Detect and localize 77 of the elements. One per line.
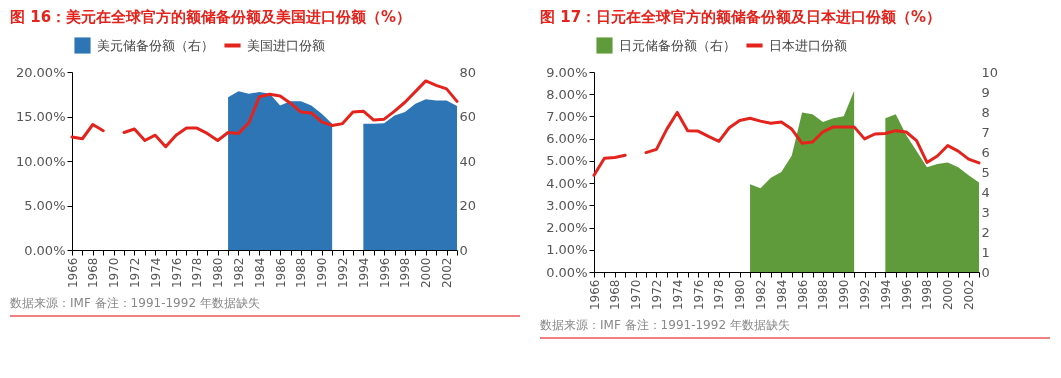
y-tick-label: 9.00%: [546, 64, 588, 80]
y-tick-label: 4.00%: [546, 175, 588, 191]
x-tick-label: 1988: [816, 279, 831, 311]
legend-label: 日元储备份额（右）: [619, 37, 736, 53]
x-tick-label: 1998: [398, 257, 413, 289]
x-tick-label: 1994: [356, 257, 371, 289]
x-tick-label: 1968: [608, 279, 623, 311]
x-tick-label: 1974: [670, 279, 685, 311]
x-tick-label: 1992: [858, 279, 873, 311]
y2-tick-label: 20: [459, 198, 477, 213]
y-tick-label: 1.00%: [546, 242, 588, 258]
y2-tick-label: 60: [459, 109, 477, 124]
legend-label: 美国进口份额: [247, 37, 325, 53]
x-tick-label: 1980: [733, 279, 748, 311]
x-tick-label: 1972: [127, 257, 142, 289]
x-tick-label: 1982: [753, 279, 768, 311]
legend-label: 美元储备份额（右）: [97, 37, 214, 53]
y-tick-label: 8.00%: [546, 86, 588, 102]
x-tick-label: 1974: [148, 257, 163, 289]
x-tick-label: 1976: [691, 279, 706, 311]
x-tick-label: 1984: [252, 257, 267, 289]
y-tick-label: 2.00%: [546, 220, 588, 236]
y-tick-label: 15.00%: [15, 109, 66, 124]
y2-tick-label: 2: [981, 224, 990, 240]
x-tick-label: 2000: [419, 257, 434, 289]
x-tick-label: 1990: [315, 257, 330, 289]
source-note: 数据来源：IMF 备注：1991-1992 年数据缺失: [10, 295, 520, 317]
y-tick-label: 0.00%: [24, 242, 66, 258]
y-tick-label: 5.00%: [546, 153, 588, 169]
y2-tick-label: 80: [459, 64, 477, 80]
x-tick-label: 1990: [837, 279, 852, 311]
source-note: 数据来源：IMF 备注：1991-1992 年数据缺失: [540, 317, 1050, 339]
chart-title: 图 16：美元在全球官方的额储备份额及美国进口份额（%）: [10, 7, 413, 28]
x-tick-label: 2002: [440, 257, 455, 289]
x-tick-label: 2000: [941, 279, 956, 311]
x-tick-label: 1978: [712, 279, 727, 311]
x-tick-label: 1988: [294, 257, 309, 289]
y2-tick-label: 4: [981, 184, 990, 200]
x-tick-label: 1980: [211, 257, 226, 289]
legend-label: 日本进口份额: [769, 37, 847, 53]
x-tick-label: 1970: [107, 257, 122, 289]
y2-tick-label: 0: [459, 242, 468, 258]
y2-tick-label: 5: [981, 164, 990, 180]
x-tick-label: 1996: [899, 279, 914, 311]
y2-tick-label: 40: [459, 153, 477, 169]
y-tick-label: 20.00%: [15, 64, 66, 80]
y2-tick-label: 10: [981, 64, 999, 80]
x-tick-label: 1978: [190, 257, 205, 289]
y-tick-label: 0.00%: [546, 264, 588, 280]
chart-title: 图 17：日元在全球官方的额储备份额及日本进口份额（%）: [540, 7, 943, 28]
x-tick-label: 1986: [795, 279, 810, 311]
x-tick-label: 1994: [878, 279, 893, 311]
x-tick-label: 1972: [649, 279, 664, 311]
x-tick-label: 1984: [774, 279, 789, 311]
x-tick-label: 1998: [920, 279, 935, 311]
x-tick-label: 1970: [629, 279, 644, 311]
y2-tick-label: 1: [981, 244, 990, 260]
y-tick-label: 10.00%: [15, 153, 66, 169]
x-tick-label: 1976: [169, 257, 184, 289]
x-tick-label: 1992: [336, 257, 351, 289]
x-tick-label: 1996: [377, 257, 392, 289]
x-tick-label: 1982: [231, 257, 246, 289]
y-tick-label: 7.00%: [546, 108, 588, 124]
x-tick-label: 1968: [86, 257, 101, 289]
y2-tick-label: 0: [981, 264, 990, 280]
y2-tick-label: 7: [981, 124, 990, 140]
x-tick-label: 1986: [273, 257, 288, 289]
y2-tick-label: 8: [981, 104, 990, 120]
y2-tick-label: 3: [981, 204, 990, 220]
y2-tick-label: 9: [981, 84, 990, 100]
y2-tick-label: 6: [981, 144, 990, 160]
x-tick-label: 1966: [65, 257, 80, 289]
x-tick-label: 1966: [587, 279, 602, 311]
y-tick-label: 6.00%: [546, 131, 588, 147]
y-tick-label: 5.00%: [24, 198, 66, 213]
y-tick-label: 3.00%: [546, 197, 588, 213]
x-tick-label: 2002: [962, 279, 977, 311]
